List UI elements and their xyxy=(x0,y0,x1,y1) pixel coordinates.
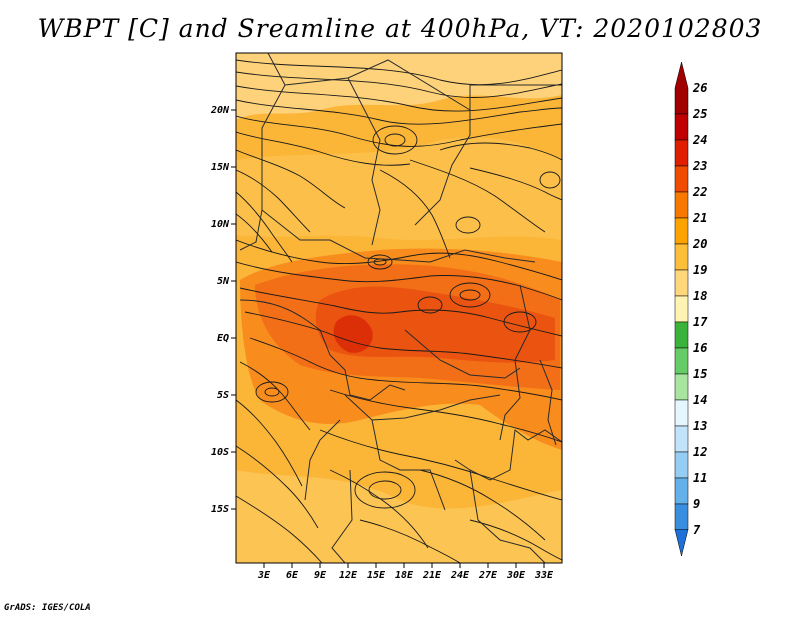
streamlines xyxy=(236,59,562,563)
lat-label: 5S xyxy=(217,390,229,401)
colorbar-label: 16 xyxy=(693,341,707,355)
country-borders xyxy=(239,53,562,563)
lon-label: 6E xyxy=(286,570,299,581)
lat-label: 10N xyxy=(211,219,230,230)
lat-label: 20N xyxy=(210,105,230,116)
lon-axis: 3E 6E 9E 12E 15E 18E 21E 24E 27E 30E 33E xyxy=(257,563,554,581)
colorbar-label: 19 xyxy=(693,263,707,277)
colorbar-segment xyxy=(674,529,689,557)
colorbar-segment xyxy=(674,373,689,401)
lon-label: 9E xyxy=(314,570,327,581)
colorbar-label: 20 xyxy=(692,237,707,251)
lat-label: 5N xyxy=(217,276,230,287)
colorbar-segment xyxy=(674,61,689,115)
colorbar-segment xyxy=(674,269,689,297)
colorbar-label: 18 xyxy=(693,289,707,303)
colorbar-label: 11 xyxy=(693,471,707,485)
colorbar-label: 13 xyxy=(693,419,707,433)
lon-label: 3E xyxy=(257,570,271,581)
colorbar-label: 24 xyxy=(692,133,707,147)
colorbar-label: 7 xyxy=(693,523,701,537)
colorbar-segment xyxy=(674,113,689,141)
lon-label: 15E xyxy=(367,570,386,581)
lat-axis: 20N 15N 10N 5N EQ 5S 10S 15S xyxy=(210,105,236,515)
colorbar-segment xyxy=(674,217,689,245)
colorbar-label: 12 xyxy=(693,445,707,459)
lon-label: 21E xyxy=(422,570,442,581)
colorbar-segment xyxy=(674,425,689,453)
colorbar-segment xyxy=(674,477,689,505)
colorbar-segment xyxy=(674,399,689,427)
colorbar-label: 23 xyxy=(692,159,707,173)
lon-label: 18E xyxy=(395,570,414,581)
lon-label: 30E xyxy=(506,570,526,581)
colorbar-label: 22 xyxy=(692,185,707,199)
grads-credit: GrADS: IGES/COLA xyxy=(4,603,91,613)
colorbar-label: 26 xyxy=(692,81,707,95)
colorbar-label: 9 xyxy=(693,497,700,511)
lon-label: 24E xyxy=(450,570,470,581)
colorbar-label: 15 xyxy=(693,367,707,381)
colorbar-segment xyxy=(674,321,689,349)
map-frame xyxy=(235,52,563,564)
colorbar-segment xyxy=(674,243,689,271)
colorbar-label: 21 xyxy=(692,211,707,225)
lat-label: 15N xyxy=(211,162,230,173)
colorbar-label: 17 xyxy=(693,315,708,329)
colorbar-segment xyxy=(674,503,689,531)
colorbar-segment xyxy=(674,295,689,323)
chart-title: WBPT [C] and Sreamline at 400hPa, VT: 20… xyxy=(37,14,763,43)
lat-label: EQ xyxy=(217,333,229,344)
colorbar-label: 14 xyxy=(693,393,707,407)
colorbar-segment xyxy=(674,451,689,479)
colorbar-label: 25 xyxy=(692,107,707,121)
colorbar-segment xyxy=(674,165,689,193)
wbpt-shading xyxy=(236,53,562,563)
colorbar: 26 25 24 23 22 21 20 19 18 17 16 15 14 13 12 11 9 7 xyxy=(674,61,708,557)
colorbar-segment xyxy=(674,347,689,375)
lon-label: 27E xyxy=(478,570,498,581)
lat-label: 10S xyxy=(211,447,229,458)
lat-label: 15S xyxy=(211,504,229,515)
lon-label: 12E xyxy=(339,570,358,581)
lon-label: 33E xyxy=(534,570,554,581)
colorbar-segment xyxy=(674,139,689,167)
colorbar-segment xyxy=(674,191,689,219)
